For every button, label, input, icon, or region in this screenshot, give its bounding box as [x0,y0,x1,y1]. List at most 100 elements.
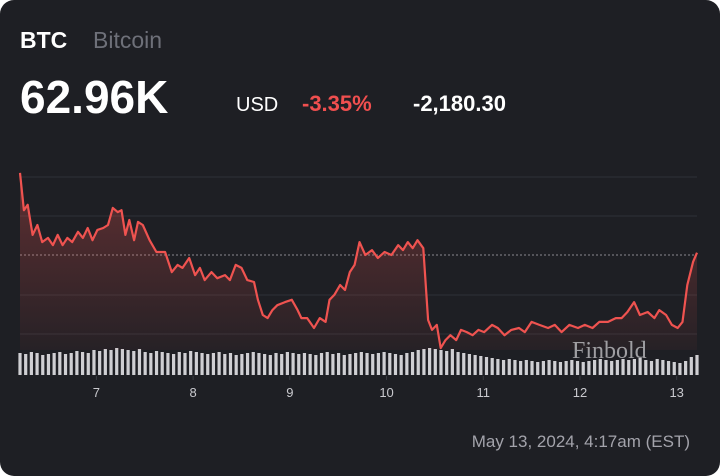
volume-bar [564,361,568,375]
volume-bar [314,355,318,375]
volume-bar [166,353,170,375]
volume-bar [684,361,688,375]
volume-bar [598,359,602,375]
volume-bar [172,354,176,375]
volume-bar [223,354,227,375]
volume-bar [234,355,238,375]
x-tick-label: 8 [190,385,197,400]
volume-bar [496,359,500,375]
asset-name: Bitcoin [93,27,162,53]
volume-bar [245,353,250,375]
volume-bar [649,361,654,375]
volume-bar [672,362,676,375]
volume-bar [154,351,159,375]
volume-bar [632,359,637,375]
volume-bar [143,352,147,375]
watermark: Finbold [572,338,647,364]
volume-bar [160,352,164,375]
volume-bar [592,360,597,375]
volume-bar [177,352,181,375]
volume-bar [445,351,449,375]
volume-bar [137,349,142,375]
volume-bar [325,352,329,375]
volume-bar [63,354,68,375]
volume-bar [433,349,437,375]
volume-bar [604,360,608,375]
volume-bar [86,353,90,375]
price-line [18,172,699,350]
volume-bar [501,360,506,375]
volume-bar [507,359,511,375]
volume-bar [342,355,346,375]
volume-bar [410,352,415,375]
volume-bar [678,363,682,375]
volume-bar [331,354,335,375]
volume-bar [376,353,381,375]
volume-bar [98,351,102,375]
volume-bar [69,353,73,375]
volume-bar [274,353,278,375]
volume-bar [615,360,619,375]
volume-bar [302,353,307,375]
volume-bar [291,353,295,375]
volume-bar [120,349,125,375]
price-area [20,172,697,350]
x-tick-label: 10 [379,385,393,400]
volume-bar [644,360,648,375]
volume-bar [348,354,352,375]
volume-bar [268,355,272,375]
volume-bar [519,361,523,375]
volume-bar [695,355,699,375]
volume-bar [280,354,284,375]
volume-bar [41,355,45,375]
volume-bar [416,350,420,375]
volume-bar [103,349,107,375]
volume-bar [553,361,557,375]
volume-bar [228,353,233,375]
volume-bar [58,352,62,375]
volume-bar [240,354,244,375]
volume-bar [183,353,187,375]
volume-bar [581,362,585,375]
volume-bar [484,357,489,375]
volume-bar [217,352,221,375]
volume-bar [189,351,193,375]
volume-bar [211,353,216,375]
volume-bars [18,348,699,375]
volume-bar [422,349,426,375]
volume-bar [35,353,39,375]
x-tick-label: 7 [93,385,100,400]
volume-bar [524,360,528,375]
symbol: BTC [20,27,67,53]
volume-bar [541,361,545,375]
volume-bar [46,354,51,375]
volume-bar [308,354,312,375]
volume-bar [405,353,409,375]
change: -2,180.30 [413,91,506,116]
volume-bar [365,353,369,375]
x-tick-label: 13 [669,385,683,400]
volume-bar [75,351,79,375]
price: 62.96K [20,71,168,123]
volume-bar [547,360,551,375]
volume-bar [257,353,261,375]
volume-bar [467,354,472,375]
volume-bar [513,360,517,375]
volume-bar [200,353,204,375]
volume-bar [462,353,466,375]
volume-bar [194,352,198,375]
x-axis: 7 8 9 10 11 12 13 [93,376,684,400]
volume-bar [206,354,210,375]
volume-bar [610,361,614,375]
volume-bar [456,352,460,375]
volume-bar [132,351,136,375]
volume-bar [689,357,693,375]
change-percent: -3.35% [302,91,372,116]
volume-bar [428,348,432,375]
volume-bar [24,354,28,375]
volume-bar [149,353,153,375]
volume-bar [575,361,580,375]
volume-bar [297,354,301,375]
